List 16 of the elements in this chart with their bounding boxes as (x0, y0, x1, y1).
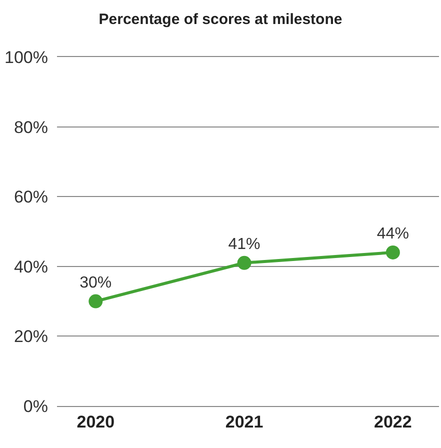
x-tick-label: 2020 (76, 412, 115, 432)
y-tick-label: 100% (4, 48, 48, 67)
x-tick-label: 2022 (374, 412, 412, 432)
x-tick-label: 2021 (225, 412, 264, 432)
point (88, 294, 103, 308)
data-label: 44% (376, 226, 409, 243)
y-tick-label: 60% (14, 188, 48, 207)
y-tick-label: 0% (23, 396, 48, 416)
chart-title: Percentage of scores at milestone (98, 10, 342, 28)
point (386, 245, 400, 260)
y-tick-label: 20% (14, 327, 48, 346)
point (237, 256, 252, 270)
y-tick-label: 40% (14, 257, 48, 276)
y-tick-label: 80% (14, 118, 48, 137)
data-label: 30% (80, 274, 112, 292)
data-label: 41% (228, 236, 260, 254)
